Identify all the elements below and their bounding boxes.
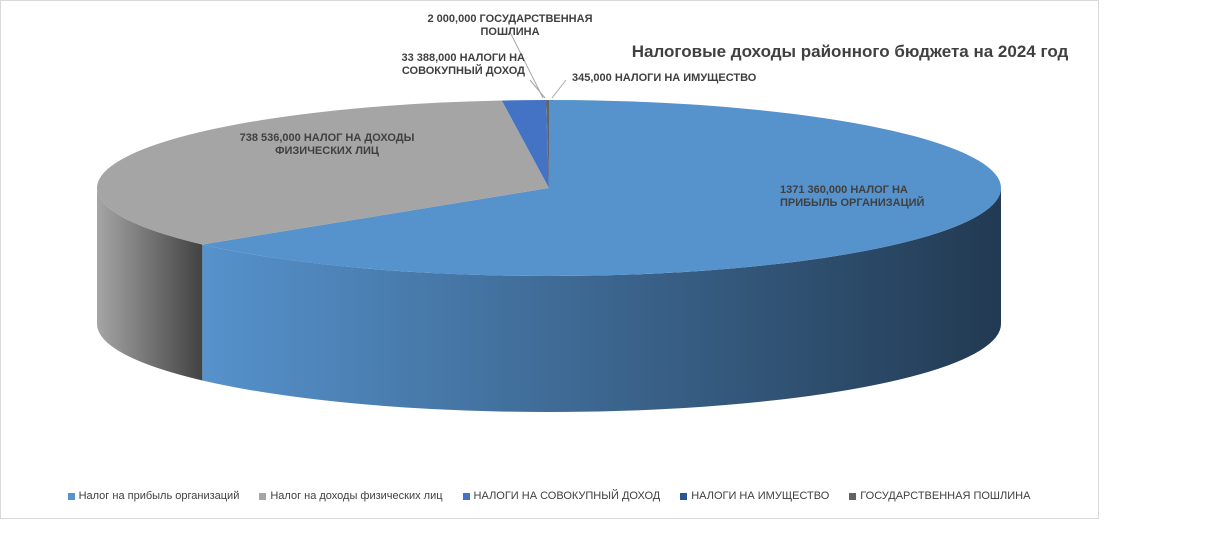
data-label-name: НАЛОГИ НА ИМУЩЕСТВО	[614, 72, 757, 84]
legend-item: НАЛОГИ НА СОВОКУПНЫЙ ДОХОД	[462, 490, 661, 502]
data-label-value: 2 000,000	[427, 13, 477, 25]
data-label-value: 738 536,000	[239, 132, 301, 144]
legend-label: ГОСУДАРСТВЕННАЯ ПОШЛИНА	[860, 490, 1031, 502]
data-label: 1371 360,000 НАЛОГ НА ПРИБЫЛЬ ОРГАНИЗАЦИ…	[780, 184, 940, 210]
data-label-name: НАЛОГ НА ПРИБЫЛЬ ОРГАНИЗАЦИЙ	[780, 184, 925, 209]
data-label-value: 33 388,000	[401, 52, 457, 64]
legend-label: НАЛОГИ НА ИМУЩЕСТВО	[691, 490, 830, 502]
legend-swatch	[849, 492, 857, 500]
legend-label: НАЛОГИ НА СОВОКУПНЫЙ ДОХОД	[473, 490, 661, 502]
chart-title: Налоговые доходы районного бюджета на 20…	[631, 42, 1069, 61]
legend-swatch	[259, 492, 267, 500]
leader-line	[509, 31, 544, 99]
data-label: 2 000,000 ГОСУДАРСТВЕННАЯ ПОШЛИНА	[420, 13, 600, 39]
slice	[501, 100, 549, 188]
leader-line	[551, 79, 567, 99]
legend-item: ГОСУДАРСТВЕННАЯ ПОШЛИНА	[849, 490, 1030, 502]
data-label-name: НАЛОГИ НА СОВОКУПНЫЙ ДОХОД	[401, 52, 525, 77]
chart-area	[0, 0, 1099, 519]
slice	[546, 100, 549, 188]
legend-swatch	[67, 492, 75, 500]
leader-line	[529, 79, 546, 99]
tops	[96, 100, 1001, 276]
legend-item: Налог на прибыль организаций	[67, 490, 240, 502]
legend: Налог на прибыль организаций Налог на дох…	[0, 490, 1098, 502]
legend-swatch	[462, 492, 470, 500]
data-label-name: НАЛОГ НА ДОХОДЫ ФИЗИЧЕСКИХ ЛИЦ	[275, 132, 415, 157]
slice	[96, 100, 549, 245]
slice-side	[97, 188, 203, 381]
data-label: 33 388,000 НАЛОГИ НА СОВОКУПНЫЙ ДОХОД	[395, 52, 525, 78]
legend-label: Налог на доходы физических лиц	[270, 490, 443, 502]
data-label-name: ГОСУДАРСТВЕННАЯ ПОШЛИНА	[479, 13, 593, 38]
legend-item: НАЛОГИ НА ИМУЩЕСТВО	[680, 490, 829, 502]
legend-swatch	[680, 492, 688, 500]
legend-label: Налог на прибыль организаций	[78, 490, 240, 502]
legend-item: Налог на доходы физических лиц	[259, 490, 443, 502]
data-label-value: 1371 360,000	[780, 184, 848, 196]
slice	[202, 100, 1001, 276]
data-label: 738 536,000 НАЛОГ НА ДОХОДЫ ФИЗИЧЕСКИХ Л…	[232, 132, 422, 158]
data-label: 345,000 НАЛОГИ НА ИМУЩЕСТВО	[572, 72, 772, 85]
data-label-value: 345,000	[572, 72, 612, 84]
slice	[545, 100, 549, 188]
walls	[97, 188, 1001, 413]
slice-side	[202, 188, 1001, 413]
